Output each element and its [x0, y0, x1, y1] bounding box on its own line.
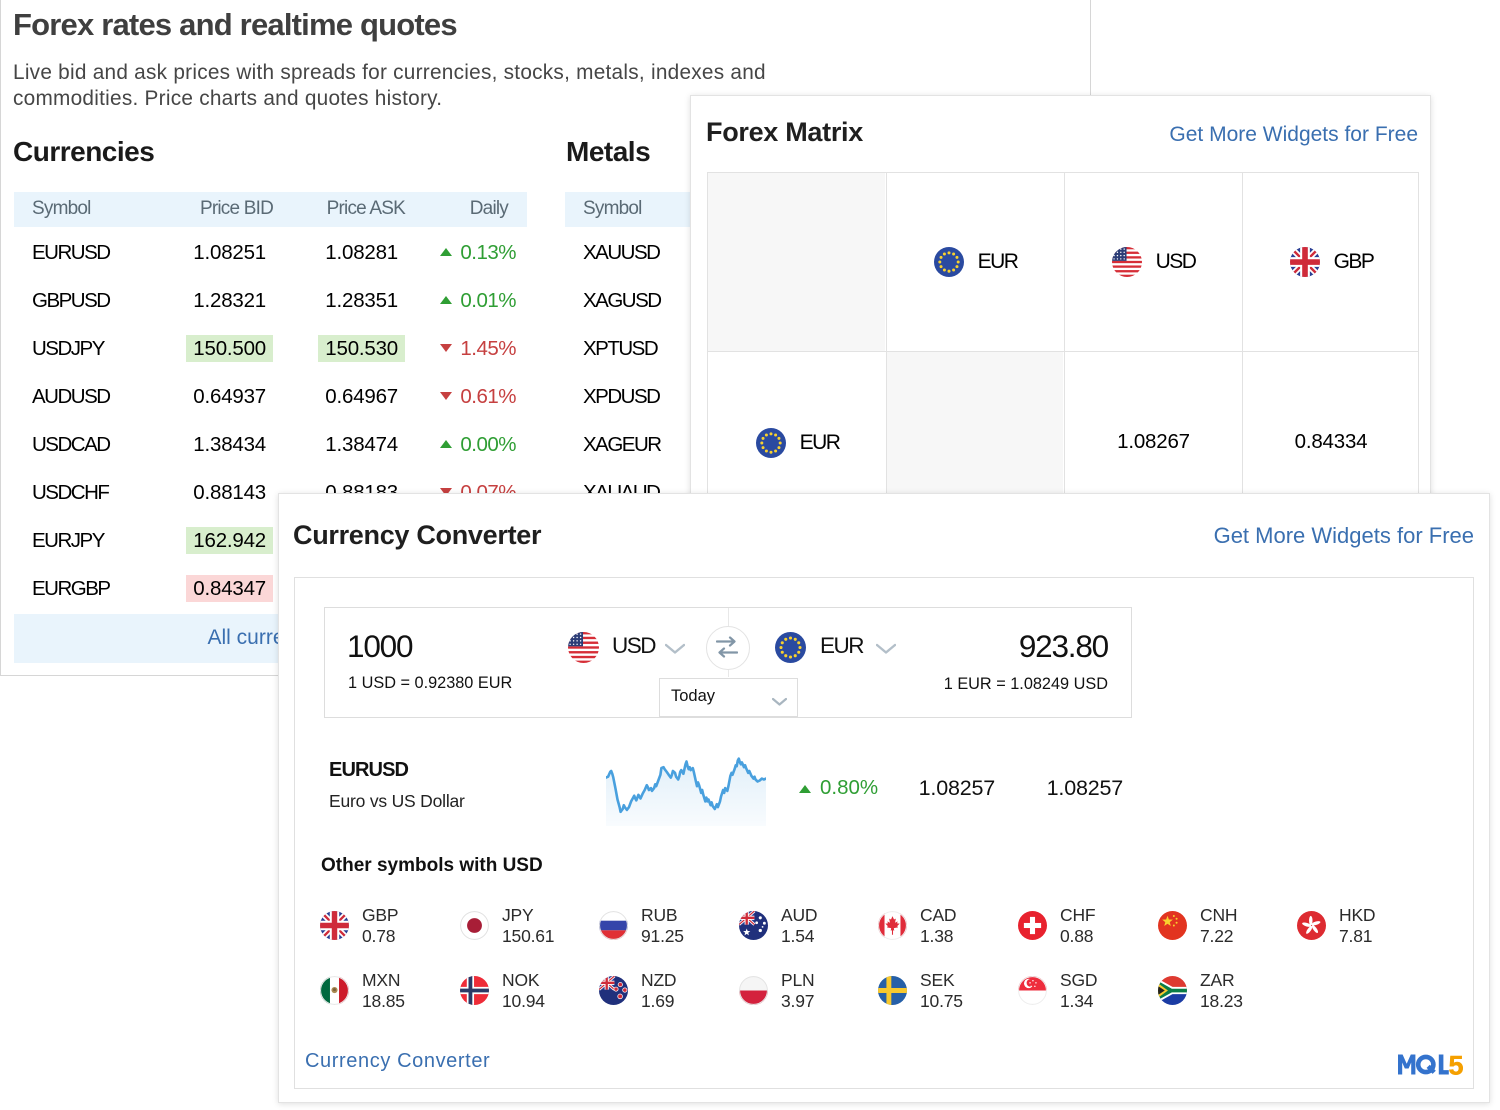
svg-text:5: 5 [1449, 1054, 1464, 1076]
